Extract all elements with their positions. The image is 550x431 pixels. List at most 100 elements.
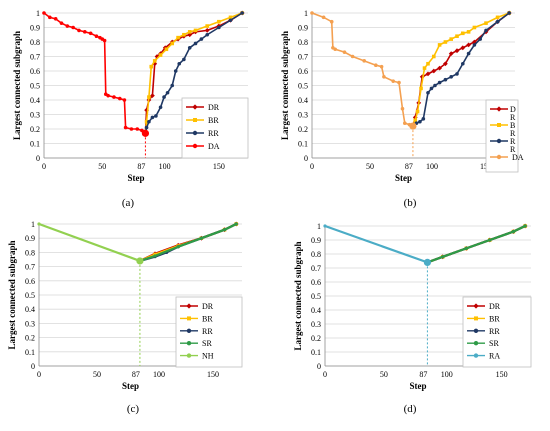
- data-point-rr: [205, 32, 209, 37]
- legend-marker: [496, 138, 502, 144]
- y-tick-label: 0.6: [25, 277, 35, 286]
- x-tick-label: 0: [310, 162, 314, 171]
- y-axis-label: Largest connected subgraph: [293, 241, 303, 350]
- y-tick-label: 0.8: [298, 38, 308, 47]
- y-tick-label: 0: [304, 154, 308, 163]
- legend-box: [485, 99, 519, 173]
- series-line-sr: [139, 223, 237, 262]
- data-point-br: [152, 59, 157, 63]
- data-point-dr: [425, 71, 431, 77]
- y-tick-label: 0.1: [25, 348, 35, 357]
- data-point-br: [147, 95, 151, 99]
- y-tick-label: 0.5: [311, 292, 321, 301]
- panel-caption: (d): [404, 403, 417, 415]
- panel-caption: (b): [404, 197, 417, 209]
- data-point-br: [422, 66, 427, 70]
- legend-marker: [193, 118, 197, 122]
- step-87-highlight-point: [136, 257, 144, 265]
- x-axis-label: Step: [409, 381, 426, 391]
- y-tick-label: 0: [317, 362, 321, 371]
- data-point-ra: [323, 224, 327, 228]
- data-point-dr: [150, 93, 155, 99]
- x-axis-label: Step: [395, 173, 412, 183]
- y-axis-label: Largest connected subgraph: [280, 31, 290, 140]
- data-point-br: [484, 21, 488, 25]
- legend-label: DA: [512, 153, 524, 162]
- data-point-da: [88, 31, 93, 36]
- y-tick-label: 0.4: [30, 96, 40, 105]
- legend-marker: [473, 353, 479, 358]
- data-point-da: [71, 25, 75, 30]
- legend-box: [181, 97, 249, 159]
- data-point-br: [495, 15, 500, 20]
- data-point-da: [129, 127, 134, 131]
- data-point-da: [379, 64, 384, 69]
- chart-panel-1: 0 0.1 0.2 0.3 0.4 0.5 0.6 0.7 0.8 0.9 1 0 50 87 100 150…: [12, 9, 249, 209]
- data-point-rr: [461, 61, 465, 66]
- data-point-sr: [523, 224, 527, 228]
- y-axis-label: Largest connected subgraph: [12, 31, 22, 140]
- y-tick-label: 0.7: [25, 263, 35, 272]
- data-point-br: [415, 109, 420, 114]
- legend-label: DR: [489, 302, 501, 311]
- data-point-br: [164, 47, 169, 52]
- x-tick-label: 100: [159, 162, 171, 171]
- series-line-sr: [427, 225, 526, 264]
- data-point-rr: [507, 11, 512, 15]
- data-point-rr: [199, 37, 204, 41]
- legend-label: BR: [208, 116, 219, 125]
- y-tick-label: 0: [31, 362, 35, 371]
- x-tick-label: 100: [153, 370, 165, 379]
- legend-marker: [186, 303, 192, 309]
- data-point-da: [53, 17, 58, 21]
- data-point-da: [48, 15, 52, 20]
- y-tick-label: 0.1: [298, 140, 308, 149]
- data-point-rr: [455, 72, 459, 76]
- data-point-dr: [466, 42, 471, 48]
- x-tick-label: 0: [37, 370, 41, 379]
- data-point-sr: [234, 222, 238, 226]
- data-point-br: [170, 41, 175, 46]
- data-point-rr: [177, 61, 182, 66]
- data-point-br: [461, 31, 465, 36]
- data-point-da: [362, 59, 367, 63]
- data-point-dr: [431, 68, 437, 74]
- y-tick-label: 0.8: [30, 38, 40, 47]
- legend-label: NH: [202, 352, 214, 361]
- y-tick-label: 0.4: [311, 306, 321, 315]
- data-point-da: [123, 125, 128, 130]
- data-point-sr: [511, 230, 515, 234]
- data-point-rr: [162, 95, 166, 99]
- y-tick-label: 0.7: [311, 264, 321, 273]
- y-tick-label: 0.2: [298, 125, 308, 134]
- step-87-highlight-point: [409, 122, 417, 130]
- x-tick-label: 50: [380, 370, 388, 379]
- x-tick-label: 100: [441, 370, 453, 379]
- data-point-rr: [150, 115, 155, 120]
- data-point-rr: [433, 83, 437, 88]
- y-tick-label: 0.7: [30, 53, 40, 62]
- data-point-sr: [223, 228, 227, 232]
- legend-marker: [192, 130, 198, 136]
- data-point-br: [158, 53, 163, 57]
- data-point-rr: [187, 46, 192, 50]
- data-point-br: [455, 34, 459, 38]
- legend-label: BR: [489, 314, 500, 323]
- data-point-rr: [217, 25, 221, 30]
- data-point-br: [176, 35, 180, 40]
- legend-marker: [496, 154, 502, 160]
- data-point-rr: [449, 75, 454, 79]
- data-point-da: [403, 121, 407, 125]
- y-tick-label: 0.3: [311, 320, 321, 329]
- data-point-da: [77, 28, 81, 33]
- y-tick-label: 0.2: [30, 125, 40, 134]
- data-point-br: [466, 30, 471, 34]
- data-point-da: [135, 127, 140, 131]
- y-tick-label: 0.5: [25, 291, 35, 300]
- legend-label: D: [510, 105, 516, 114]
- legend-label: RR: [208, 129, 219, 138]
- data-point-br: [187, 30, 192, 34]
- x-tick-label: 0: [42, 162, 46, 171]
- chart-panel-4: 0 0.1 0.2 0.3 0.4 0.5 0.6 0.7 0.8 0.9 1 0 50 87 100 150…: [293, 222, 532, 415]
- data-point-da: [329, 19, 334, 24]
